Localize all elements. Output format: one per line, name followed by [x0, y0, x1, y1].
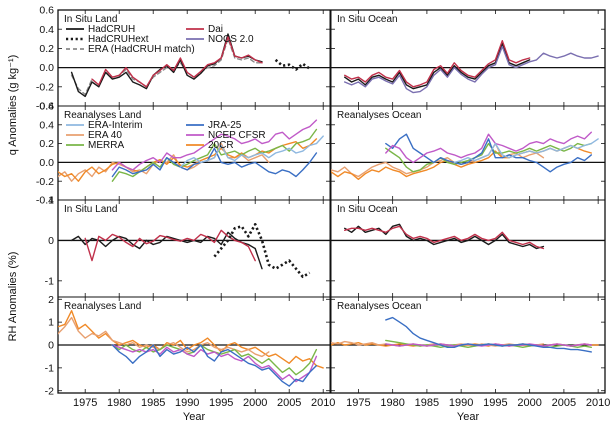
- series-group: [70, 33, 311, 98]
- series-group: [331, 131, 599, 181]
- series-line-hadcruh: [344, 42, 531, 90]
- series-line-era-interim: [453, 138, 599, 164]
- series-line-nocs: [344, 45, 599, 94]
- series-line-jra: [111, 147, 318, 178]
- y-tick-label: 1: [48, 317, 54, 329]
- series-line-jra: [111, 344, 318, 387]
- panel-title: Reanalyses Ocean: [337, 301, 422, 312]
- legend-label: NCEP CFSR: [208, 130, 266, 141]
- legend-label: ERA-Interim: [88, 120, 142, 131]
- y-tick-label: 0.0: [39, 62, 54, 74]
- y-tick-label: 0.2: [39, 43, 54, 55]
- series-line-ncep: [111, 119, 318, 171]
- x-tick-label: 1975: [73, 397, 97, 409]
- x-tick-label: 2010: [586, 397, 610, 409]
- series-group: [58, 310, 324, 387]
- x-tick-label: 1985: [141, 397, 165, 409]
- series-line-hadcruh: [344, 223, 545, 250]
- legend-label: JRA-25: [208, 120, 242, 131]
- y-tick-label: -0.4: [36, 101, 54, 113]
- x-tick-label: 1980: [107, 397, 131, 409]
- x-axis-title: Year: [457, 411, 480, 423]
- series-line-dai: [344, 225, 545, 250]
- legend-label: ERA 40: [88, 130, 122, 141]
- x-tick-label: 1995: [483, 397, 507, 409]
- series-line-dai: [344, 40, 531, 88]
- x-tick-label: 1995: [209, 397, 233, 409]
- legend-label: Dai: [208, 24, 223, 35]
- legend-label: 20CR: [208, 140, 234, 151]
- x-tick-label: 2005: [552, 397, 576, 409]
- series-group: [344, 223, 545, 250]
- series-line-merra: [385, 142, 592, 173]
- series-group: [58, 119, 324, 182]
- legend-label: HadCRUHext: [88, 34, 149, 45]
- panel-title: In Situ Ocean: [337, 14, 398, 25]
- legend-label: HadCRUH: [88, 24, 135, 35]
- series-line-ncep: [385, 343, 592, 347]
- panel-title: Reanalyses Land: [64, 301, 141, 312]
- x-tick-label: 1990: [449, 397, 473, 409]
- y-tick-label: 0.4: [39, 119, 54, 131]
- y-tick-label: 1: [48, 195, 54, 207]
- series-line-20cr: [58, 310, 324, 369]
- series-line-jra: [385, 316, 592, 353]
- panel-title: Reanalyses Ocean: [337, 110, 422, 121]
- series-line-ncep: [385, 131, 592, 164]
- x-tick-label: 2010: [311, 397, 335, 409]
- y-tick-label: -0.4: [36, 195, 54, 207]
- legend-label: NOCS 2.0: [208, 34, 254, 45]
- x-tick-label: 1980: [380, 397, 404, 409]
- panel-title: Reanalyses Land: [64, 110, 141, 121]
- legend-label: ERA (HadCRUH match): [88, 44, 195, 55]
- y-axis-title-rh: RH Anomalies (%): [7, 252, 19, 342]
- chart-panel: Reanalyses Ocean: [330, 105, 606, 201]
- chart-panel: In Situ Ocean: [330, 9, 606, 107]
- x-axis-title: Year: [183, 411, 206, 423]
- series-line-hadcruh: [70, 231, 263, 270]
- series-line-era-interim: [179, 135, 324, 168]
- series-line-ncep: [111, 344, 318, 383]
- y-tick-label: -2: [45, 385, 54, 397]
- y-axis-title-q: q Anomalies (g kg⁻¹): [7, 55, 19, 156]
- series-line-merra: [111, 128, 318, 182]
- x-tick-label: 2000: [243, 397, 267, 409]
- x-tick-label: 1975: [346, 397, 370, 409]
- y-tick-label: 0.2: [39, 138, 54, 150]
- panel-title: In Situ Land: [64, 204, 117, 215]
- x-tick-label: 1990: [175, 397, 199, 409]
- x-tick-label: 2005: [277, 397, 301, 409]
- y-tick-label: 2: [48, 294, 54, 306]
- y-tick-label: 0.0: [39, 157, 54, 169]
- y-tick-label: -1: [45, 362, 54, 374]
- y-tick-label: 0.6: [39, 101, 54, 113]
- y-tick-label: 0.6: [39, 5, 54, 17]
- series-line-hadcruhext: [274, 58, 311, 71]
- series-group: [331, 316, 599, 353]
- x-tick-label: 1985: [415, 397, 439, 409]
- y-tick-label: 0: [48, 235, 54, 247]
- chart-panel: Reanalyses Ocean: [330, 296, 606, 394]
- series-group: [70, 223, 311, 279]
- chart-panel: In Situ Ocean: [330, 199, 606, 298]
- legend-label: MERRA: [88, 140, 124, 151]
- y-tick-label: -0.2: [36, 176, 54, 188]
- panel-title: In Situ Ocean: [337, 204, 398, 215]
- y-tick-label: 0: [48, 340, 54, 352]
- y-tick-label: -1: [45, 275, 54, 287]
- chart-panel: Reanalyses Land: [57, 296, 331, 394]
- series-line-jra: [385, 133, 592, 173]
- series-line-hadcruhext: [213, 223, 311, 279]
- series-line-dai: [91, 36, 263, 88]
- y-tick-label: 0.4: [39, 24, 54, 36]
- x-tick-label: 2000: [517, 397, 541, 409]
- chart-panel: In Situ Land: [57, 199, 331, 298]
- panel-title: In Situ Land: [64, 14, 117, 25]
- series-group: [344, 40, 599, 94]
- y-tick-label: -0.2: [36, 81, 54, 93]
- series-line-dai: [84, 229, 256, 262]
